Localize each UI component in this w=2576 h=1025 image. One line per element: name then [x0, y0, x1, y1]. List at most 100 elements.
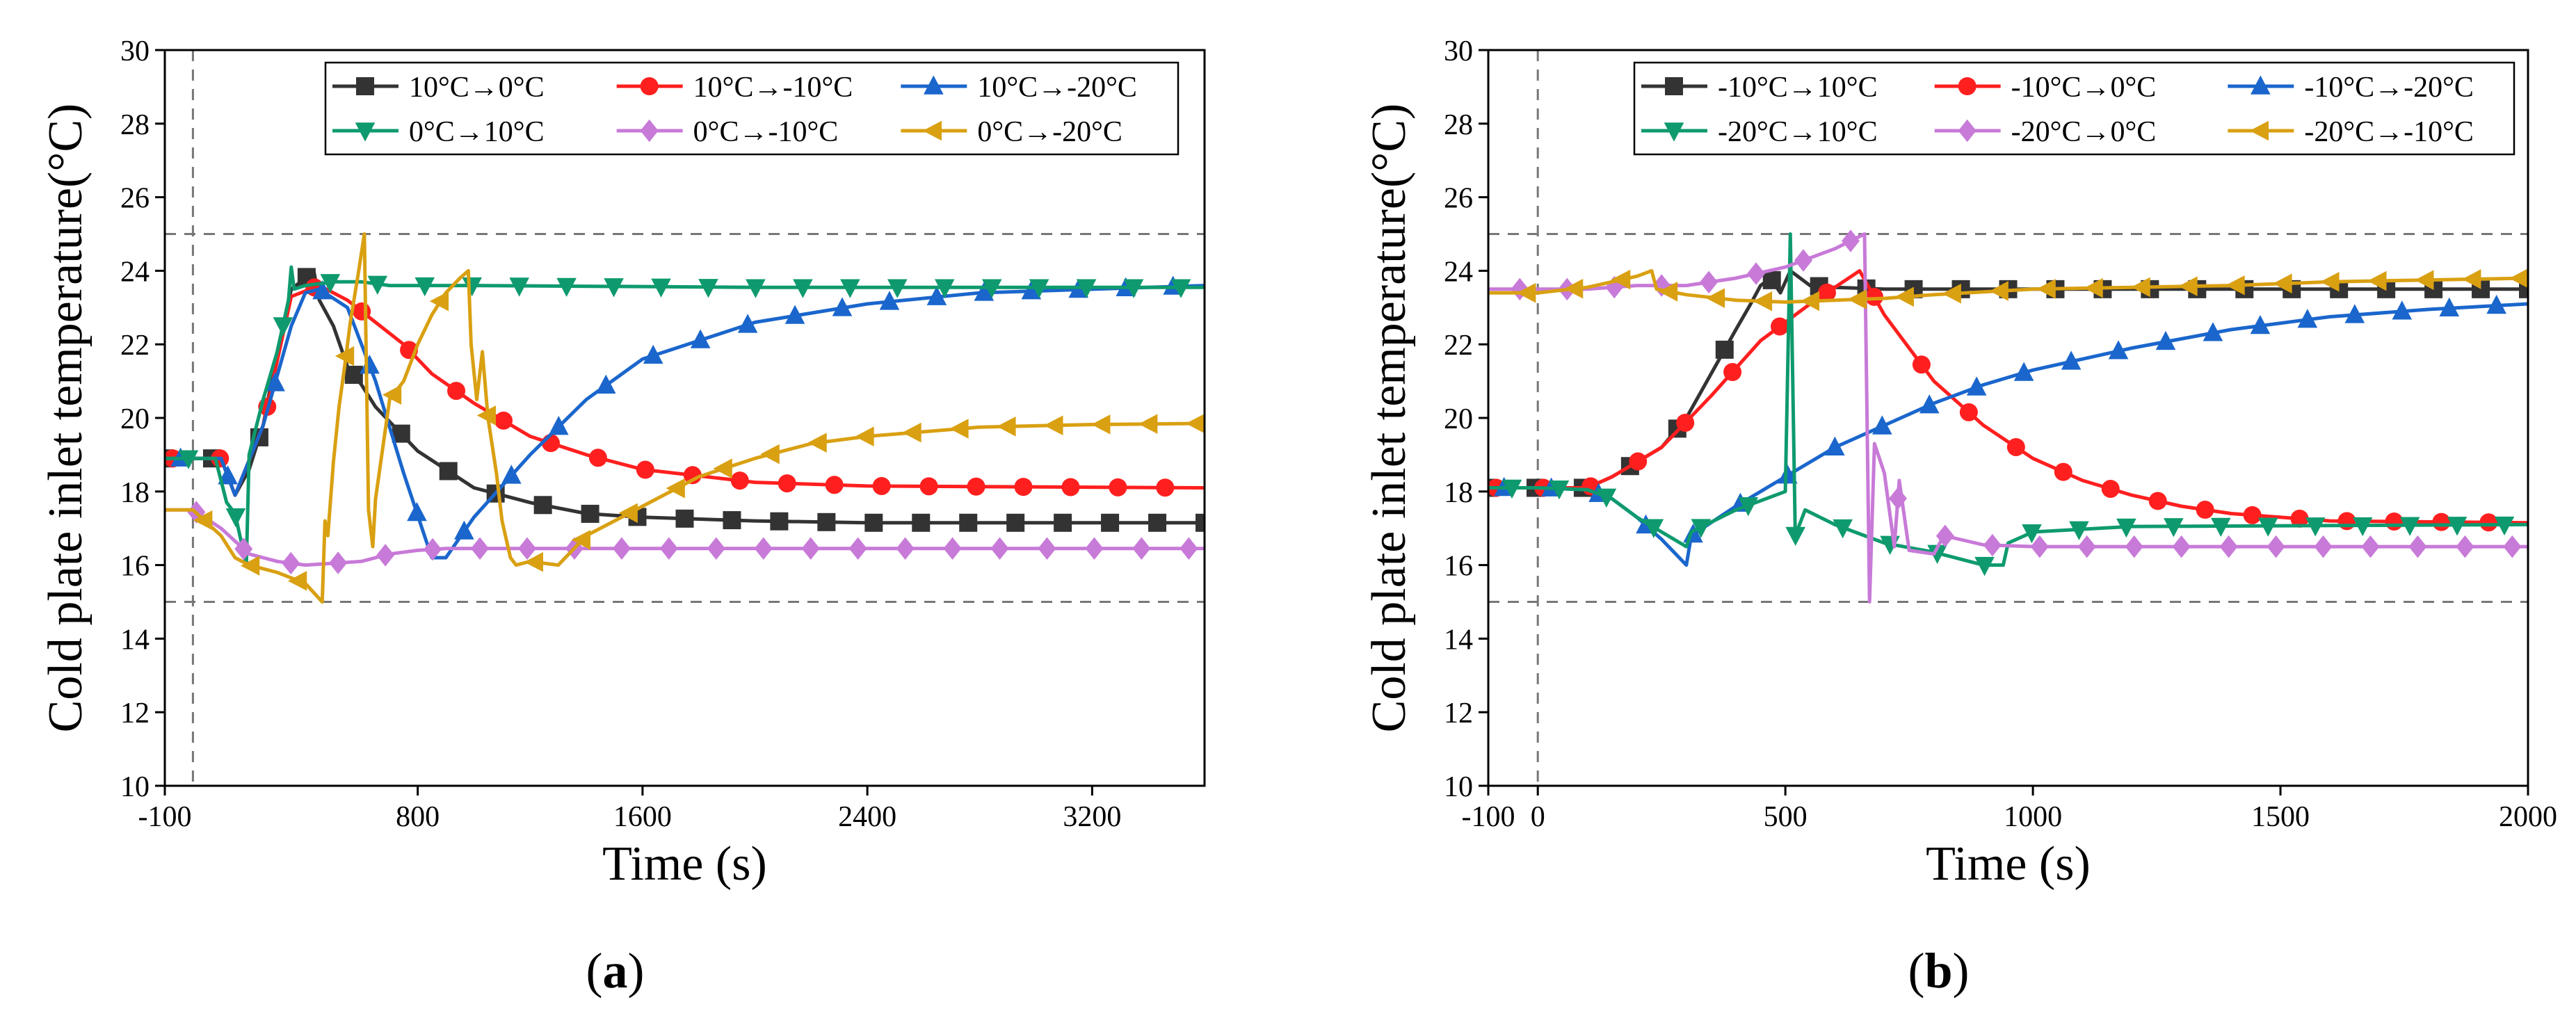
series-line-0cmtomm20c — [165, 232, 1205, 604]
data-point-m10cmtom0c — [2432, 512, 2451, 531]
legend-marker-m10cmtom10c — [1665, 77, 1683, 95]
data-point-0cmtomm10c — [659, 537, 678, 560]
data-point-10cmtom0c — [1006, 513, 1025, 532]
data-point-10cmtom0c — [817, 512, 836, 531]
data-point-m20cmtom10c — [2069, 521, 2089, 540]
data-point-m20cmtom0c — [2408, 535, 2427, 558]
legend-box — [1633, 61, 2515, 156]
data-point-10cmtomm10c — [730, 471, 749, 490]
data-point-m10cmtom0c — [1676, 413, 1695, 432]
legend-label-0cmtomm10c: 0°C→-10°C — [693, 116, 839, 148]
data-point-10cmtomm20c — [737, 314, 758, 333]
series-group — [1488, 229, 2528, 604]
data-point-0cmtomm10c — [471, 537, 490, 560]
data-point-m10cmtom0c — [2337, 512, 2356, 531]
data-point-10cmtomm10c — [825, 476, 844, 494]
data-point-0cmtom10c — [1170, 279, 1191, 298]
data-point-10cmtomm20c — [1021, 280, 1042, 300]
data-point-m20cmtomm10c — [1563, 278, 1584, 299]
x-tick-label: 500 — [1764, 801, 1808, 833]
data-point-m10cmtomm20c — [1919, 394, 1940, 414]
y-tick-label: 28 — [120, 109, 150, 141]
legend-marker-0cmtomm20c — [922, 120, 942, 141]
data-point-0cmtomm20c — [997, 417, 1016, 437]
x-tick-label: 0 — [1531, 801, 1545, 833]
data-point-m20cmtom10c — [1974, 556, 1995, 576]
data-point-10cmtomm20c — [784, 305, 805, 324]
data-point-m10cmtom0c — [2006, 437, 2025, 456]
data-point-0cmtomm20c — [240, 556, 260, 576]
legend-marker-m20cmtom10c — [1664, 122, 1684, 142]
data-point-0cmtom10c — [178, 450, 199, 469]
legend-label-m10cmtomm20c: -10°C→-20°C — [2304, 72, 2474, 104]
y-tick-label: 20 — [1444, 403, 1473, 435]
data-point-m10cmtom0c — [2290, 509, 2309, 528]
data-point-m20cmtomm10c — [2273, 273, 2292, 294]
y-tick-label: 12 — [1444, 697, 1473, 729]
x-tick-label: 1600 — [613, 801, 672, 833]
data-point-m10cmtomm20c — [1871, 415, 1892, 435]
data-point-10cmtom0c — [675, 509, 694, 528]
x-tick-label: -100 — [1462, 801, 1515, 833]
data-point-0cmtomm20c — [807, 433, 827, 453]
y-tick-label: 30 — [1444, 35, 1473, 67]
data-point-10cmtomm20c — [548, 416, 569, 435]
legend-marker-10cmtom0c — [356, 77, 374, 95]
data-point-m20cmtom0c — [2267, 535, 2285, 558]
data-point-m10cmtomm20c — [2439, 297, 2460, 317]
data-point-0cmtomm20c — [666, 478, 685, 499]
data-point-0cmtomm20c — [1138, 414, 1158, 435]
data-point-m20cmtomm10c — [1753, 291, 1773, 312]
y-tick-label: 26 — [120, 183, 150, 215]
legend-label-10cmtomm20c: 10°C→-20°C — [977, 72, 1137, 104]
legend-label-m20cmtom0c: -20°C→0°C — [2011, 116, 2157, 148]
data-point-10cmtomm20c — [360, 355, 380, 374]
data-point-0cmtomm20c — [193, 510, 213, 531]
y-tick-label: 22 — [120, 330, 150, 362]
data-point-m20cmtom10c — [1549, 480, 1570, 500]
data-point-m20cmtom10c — [2164, 518, 2184, 538]
data-point-10cmtomm20c — [312, 280, 332, 300]
data-point-0cmtom10c — [793, 279, 813, 298]
data-point-0cmtom10c — [698, 279, 718, 298]
data-point-0cmtom10c — [981, 279, 1002, 298]
data-point-0cmtom10c — [509, 277, 529, 297]
legend-marker-m20cmtomm10c — [2249, 120, 2269, 141]
panel-label: (a) — [586, 943, 645, 999]
legend-marker-0cmtom10c — [355, 122, 376, 142]
data-point-m20cmtom10c — [1785, 526, 1806, 547]
data-point-m20cmtom0c — [1983, 533, 2002, 557]
data-point-m20cmtom10c — [1691, 519, 1712, 538]
legend: 10°C→0°C 10°C→-10°C 10°C→-20°C 0°C→10°C 0°C→… — [324, 61, 1180, 156]
data-point-0cmtomm20c — [476, 405, 497, 426]
data-point-10cmtomm10c — [1061, 478, 1080, 497]
data-point-10cmtom0c — [770, 512, 789, 531]
data-point-0cmtomm20c — [429, 291, 449, 312]
x-tick-label: 1500 — [2251, 801, 2310, 833]
data-point-0cmtomm10c — [990, 537, 1009, 560]
data-point-m10cmtom0c — [2385, 512, 2404, 531]
data-point-m10cmtom0c — [2196, 501, 2214, 519]
data-point-0cmtomm20c — [335, 346, 355, 366]
data-point-m10cmtomm20c — [2013, 362, 2034, 381]
legend-label-0cmtom10c: 0°C→10°C — [409, 116, 545, 148]
legend: -10°C→10°C -10°C→0°C -10°C→-20°C -20°C→10°C… — [1633, 61, 2515, 156]
data-point-m20cmtom10c — [1927, 544, 1947, 564]
x-tick-label: 800 — [396, 801, 440, 833]
data-point-0cmtomm20c — [902, 422, 921, 443]
data-point-m20cmtomm10c — [2036, 279, 2056, 299]
data-point-10cmtomm10c — [683, 466, 702, 485]
data-point-m20cmtomm10c — [2367, 271, 2387, 291]
data-point-0cmtomm20c — [855, 426, 874, 447]
data-point-m10cmtom10c — [1715, 340, 1734, 359]
data-point-m20cmtom0c — [1935, 524, 1954, 547]
data-point-0cmtomm20c — [1186, 413, 1205, 434]
data-point-m20cmtom10c — [2352, 517, 2373, 537]
legend-label-m20cmtom10c: -20°C→10°C — [1718, 116, 1878, 148]
legend-marker-m10cmtom0c — [1958, 77, 1977, 95]
data-point-0cmtom10c — [320, 274, 341, 293]
data-point-0cmtomm20c — [1044, 415, 1063, 436]
y-tick-label: 14 — [1444, 624, 1473, 656]
